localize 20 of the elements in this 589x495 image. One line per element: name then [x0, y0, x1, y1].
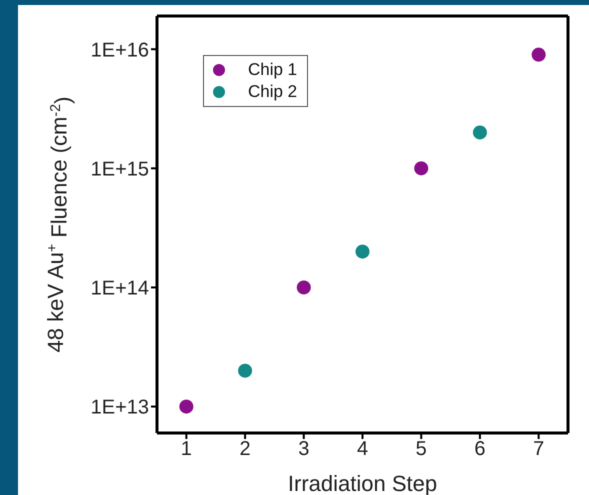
y-tick-label: 1E+14 [90, 278, 149, 300]
point [238, 364, 252, 378]
x-tick-label: 3 [298, 438, 310, 460]
point [179, 400, 194, 414]
y-tick-label: 1E+16 [90, 39, 149, 62]
y-tick-label: 1E+13 [90, 396, 149, 419]
x-tick-label: 1 [180, 438, 192, 460]
point [356, 244, 370, 259]
x-tick-label: 7 [533, 438, 544, 460]
legend-label: Chip 2 [248, 81, 298, 103]
point [472, 125, 487, 140]
x-tick-label: 4 [356, 438, 368, 460]
legend-label: Chip 1 [248, 59, 298, 81]
x-tick-label: 6 [474, 438, 486, 460]
point [532, 48, 546, 62]
x-tick-label: 2 [240, 438, 251, 460]
x-tick-label: 5 [416, 438, 427, 460]
point [296, 280, 311, 294]
point [414, 161, 428, 176]
y-tick-label: 1E+15 [90, 158, 149, 180]
